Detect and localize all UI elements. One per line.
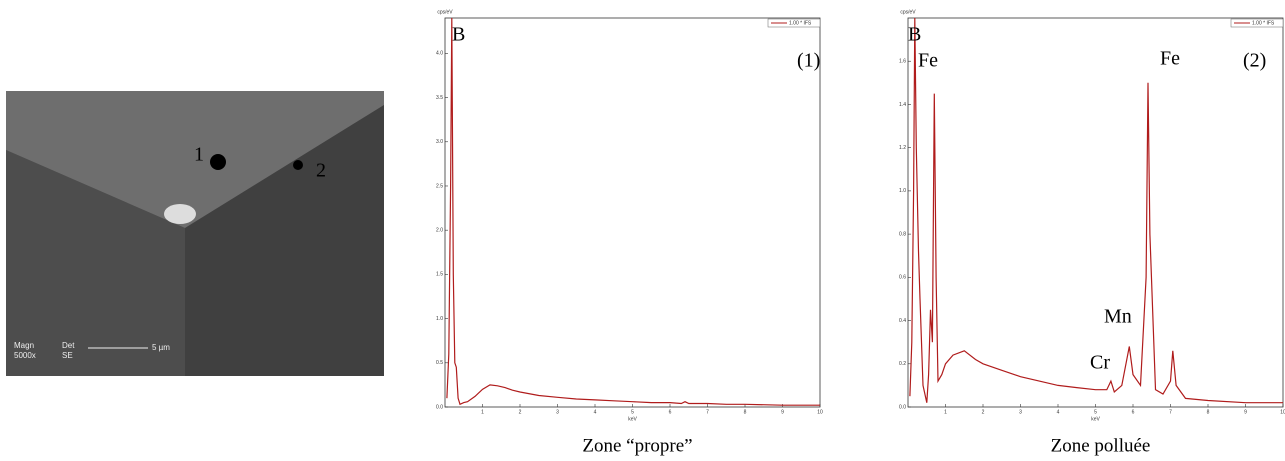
y-tick-label: 2.0 (436, 228, 443, 234)
y-tick-label: 4.0 (436, 51, 443, 57)
y-tick-label: 0.5 (436, 360, 443, 366)
peak-annotation: (2) (1243, 50, 1266, 72)
legend-box (767, 18, 821, 28)
y-axis-label: cps/eV (900, 9, 916, 15)
x-tick-label: 10 (1280, 409, 1285, 415)
sem-point-marker (293, 160, 303, 170)
peak-annotation: B (452, 24, 465, 46)
x-tick-label: 3 (1019, 409, 1022, 415)
legend-label: 1.00 * IFS (1252, 20, 1275, 26)
sem-scale-label: 5 µm (152, 343, 170, 352)
y-tick-label: 1.5 (436, 272, 443, 278)
sem-particle (164, 204, 196, 224)
legend-label: 1.00 * IFS (789, 20, 812, 26)
x-tick-label: 1 (944, 409, 947, 415)
x-tick-label: 4 (1057, 409, 1060, 415)
x-axis-label: keV (1091, 416, 1100, 422)
sem-info: 5000x (14, 351, 36, 360)
x-tick-label: 10 (817, 409, 823, 415)
sem-point-label: 1 (194, 144, 204, 166)
peak-annotation: Fe (1160, 48, 1180, 70)
sem-top-face (6, 91, 384, 228)
sem-right-face (185, 105, 384, 376)
plot-frame (907, 17, 1284, 408)
legend-box (1230, 18, 1284, 28)
y-tick-label: 3.0 (436, 139, 443, 145)
x-tick-label: 4 (594, 409, 597, 415)
x-tick-label: 2 (982, 409, 985, 415)
sem-info: Det (62, 341, 75, 350)
x-tick-label: 5 (1094, 409, 1097, 415)
sem-image: 1 2 Magn Det 5000x SE 5 µm (6, 91, 384, 376)
x-tick-label: 9 (781, 409, 784, 415)
x-tick-label: 6 (669, 409, 672, 415)
x-tick-label: 5 (631, 409, 634, 415)
y-tick-label: 0.6 (899, 275, 906, 281)
peak-annotation: (1) (797, 50, 820, 72)
y-tick-label: 2.5 (436, 183, 443, 189)
x-tick-label: 6 (1132, 409, 1135, 415)
y-tick-label: 0.8 (899, 231, 906, 237)
x-tick-label: 7 (706, 409, 709, 415)
chart-caption: Zone “propre” (582, 435, 692, 456)
y-tick-label: 0.2 (899, 361, 906, 367)
x-tick-label: 2 (519, 409, 522, 415)
peak-annotation: Cr (1090, 352, 1110, 374)
x-tick-label: 7 (1169, 409, 1172, 415)
plot-frame (444, 17, 821, 408)
y-tick-label: 0.0 (436, 404, 443, 410)
y-tick-label: 1.0 (436, 316, 443, 322)
x-tick-label: 8 (1207, 409, 1210, 415)
y-tick-label: 0.4 (899, 318, 906, 324)
x-tick-label: 3 (556, 409, 559, 415)
peak-annotation: Mn (1104, 306, 1132, 328)
y-axis-label: cps/eV (437, 9, 453, 15)
spectrum-line (909, 17, 1283, 404)
peak-annotation: B (908, 24, 921, 46)
peak-annotation: Fe (918, 50, 938, 72)
y-tick-label: 1.0 (899, 188, 906, 194)
y-tick-label: 1.4 (899, 102, 906, 108)
sem-point-label: 2 (316, 160, 326, 182)
y-tick-label: 1.6 (899, 59, 906, 65)
spectrum-line (446, 17, 820, 406)
y-tick-label: 3.5 (436, 95, 443, 101)
sem-point-marker (210, 154, 226, 170)
chart-caption: Zone polluée (1051, 435, 1151, 456)
x-tick-label: 8 (744, 409, 747, 415)
y-tick-label: 0.0 (899, 404, 906, 410)
x-tick-label: 1 (481, 409, 484, 415)
sem-info: SE (62, 351, 73, 360)
x-tick-label: 9 (1244, 409, 1247, 415)
y-tick-label: 1.2 (899, 145, 906, 151)
x-axis-label: keV (628, 416, 637, 422)
sem-left-face (6, 150, 185, 376)
sem-info: Magn (14, 341, 34, 350)
